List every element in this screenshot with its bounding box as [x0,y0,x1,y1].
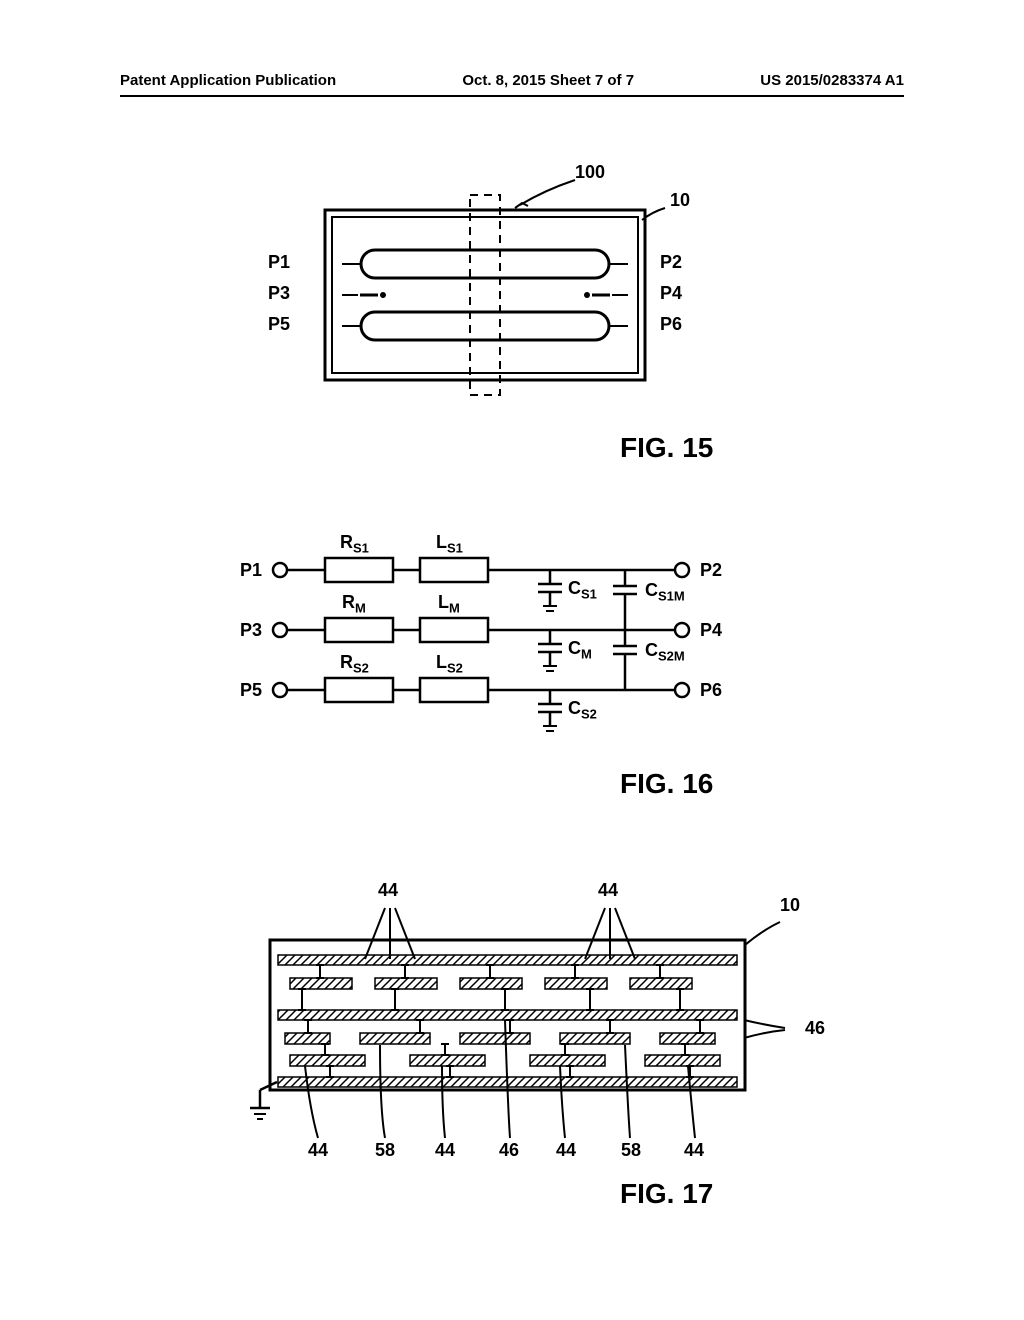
fig16-ls1: LS1 [436,532,463,556]
fig17-ref46: 46 [805,1018,825,1039]
fig16-p1: P1 [240,560,262,581]
fig16-cs1m: CS1M [645,580,685,604]
fig17-ref44-top2: 44 [598,880,618,901]
fig16-rs2: RS2 [340,652,369,676]
fig17-label: FIG. 17 [620,1178,713,1210]
header-left: Patent Application Publication [120,72,336,89]
fig16-p4: P4 [700,620,722,641]
fig16-label: FIG. 16 [620,768,713,800]
fig16-rm: RM [342,592,366,616]
fig15-p4: P4 [660,283,682,304]
fig17-ref-b6: 44 [684,1140,704,1161]
fig17-ref-b1: 58 [375,1140,395,1161]
header-border [120,95,904,97]
fig16-cs1: CS1 [568,578,597,602]
fig16-p5: P5 [240,680,262,701]
fig17-ref44-top1: 44 [378,880,398,901]
fig15-p5: P5 [268,314,290,335]
fig15-p3: P3 [268,283,290,304]
fig17-ref-b0: 44 [308,1140,328,1161]
fig15-p1: P1 [268,252,290,273]
fig15-label: FIG. 15 [620,432,713,464]
fig16-cs2m: CS2M [645,640,685,664]
fig17-ref-b2: 44 [435,1140,455,1161]
header-center: Oct. 8, 2015 Sheet 7 of 7 [462,72,634,89]
fig16-p6: P6 [700,680,722,701]
fig16-cs2: CS2 [568,698,597,722]
fig16-p2: P2 [700,560,722,581]
fig17-ref-b4: 44 [556,1140,576,1161]
fig17-ref-b3: 46 [499,1140,519,1161]
fig17-ref-b5: 58 [621,1140,641,1161]
fig15-ref10: 10 [670,190,690,211]
fig16-p3: P3 [240,620,262,641]
fig15-ref100: 100 [575,162,605,183]
fig16-ls2: LS2 [436,652,463,676]
fig15-p2: P2 [660,252,682,273]
fig15-svg [290,170,710,440]
header-right: US 2015/0283374 A1 [760,72,904,89]
fig16-rs1: RS1 [340,532,369,556]
fig16-lm: LM [438,592,460,616]
fig16-cm: CM [568,638,592,662]
fig17-ref10: 10 [780,895,800,916]
fig15-p6: P6 [660,314,682,335]
